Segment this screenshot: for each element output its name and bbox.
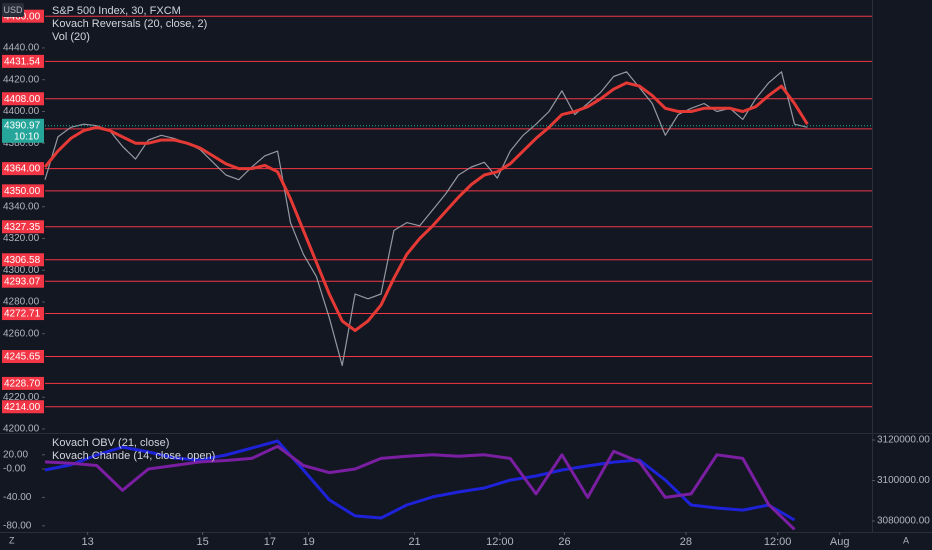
level-label: 4408.00 [4,94,41,105]
level-label-box [2,54,44,68]
last-price-label: 4390.97 [4,120,41,131]
level-label-box [2,162,44,176]
series-line [43,81,809,332]
level-label-box [2,253,44,267]
y-tick-label: 4200.00 [3,424,40,435]
series-line [44,71,808,367]
y-tick-label: 4420.00 [3,74,40,85]
y-tick-label: 4380.00 [3,138,40,149]
level-label: 4228.70 [4,379,41,390]
y-tick-label: 4280.00 [3,297,40,308]
x-tick-label: Aug [830,536,850,548]
x-tick-label: 19 [302,536,314,548]
x-tick-label: 28 [680,536,692,548]
level-label-box [2,220,44,234]
series-line [44,444,796,531]
level-label: 4364.00 [4,164,41,175]
last-price-box [2,118,44,143]
x-tick-label: 12:00 [486,536,514,548]
zoom-icon[interactable]: Z [9,535,15,545]
level-label: 4293.07 [4,276,41,287]
level-label-box [2,400,44,414]
y-tick-label: 4260.00 [3,328,40,339]
y-tick-label: 4340.00 [3,201,40,212]
level-label: 4350.00 [4,186,41,197]
plots [43,15,872,531]
y-tick-label: 4440.00 [3,43,40,54]
level-label: 4431.54 [4,57,41,68]
axes: 4440.00 4420.00 4400.00 4380.00 4340.00 4320.… [2,9,930,548]
level-label-box [2,92,44,106]
legend-indicator[interactable]: Kovach Reversals (20, close, 2) [52,18,207,30]
level-label-box [2,184,44,198]
y-tick-label: -80.00 [3,520,32,531]
y-tick-label: 20.00 [3,449,28,460]
level-label-box [2,307,44,321]
x-tick-label: 15 [197,536,209,548]
currency-badge[interactable] [2,3,24,17]
y2-tick-label: 3080000.00 [877,516,930,527]
x-tick-label: 21 [408,536,420,548]
level-label-box [2,274,44,288]
level-label: 4272.71 [4,309,41,320]
countdown: 10:10 [14,131,39,142]
y2-tick-label: 3100000.00 [877,475,930,486]
y-tick-label: -40.00 [3,492,32,503]
level-label-box [2,350,44,364]
legend-indicator[interactable]: Vol (20) [52,31,90,43]
x-tick-label: 17 [264,536,276,548]
y-tick-label: 4400.00 [3,106,40,117]
currency: USD [3,5,23,15]
level-label: 4306.58 [4,255,41,266]
legend-indicator[interactable]: Kovach OBV (21, close) [52,437,169,449]
auto-scale-icon[interactable]: A [903,535,909,545]
y2-tick-label: 3120000.00 [877,435,930,446]
level-label: 4327.35 [4,222,41,233]
level-label: 4214.00 [4,402,41,413]
y-tick-label: 4300.00 [3,265,40,276]
legend-symbol[interactable]: S&P 500 Index, 30, FXCM [52,5,181,17]
x-tick-label: 26 [558,536,570,548]
level-label: 4245.65 [4,352,41,363]
legend-indicator[interactable]: Kovach Chande (14, close, open) [52,450,215,462]
y-tick-label: 4220.00 [3,392,40,403]
series-line [44,439,796,522]
level-label-box [2,376,44,390]
y-tick-label: -0.00 [3,464,26,475]
x-tick-label: 12:00 [764,536,792,548]
y-tick-label: 4320.00 [3,233,40,244]
x-tick-label: 13 [82,536,94,548]
